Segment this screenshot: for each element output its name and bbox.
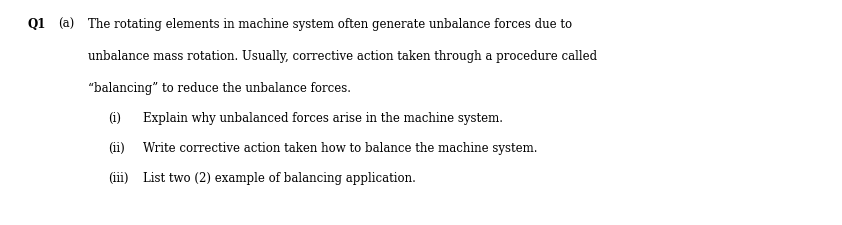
Text: (ii): (ii) [108,141,125,154]
Text: The rotating elements in machine system often generate unbalance forces due to: The rotating elements in machine system … [88,18,572,31]
Text: Q1: Q1 [28,18,46,31]
Text: (i): (i) [108,112,121,124]
Text: List two (2) example of balancing application.: List two (2) example of balancing applic… [143,171,416,184]
Text: Explain why unbalanced forces arise in the machine system.: Explain why unbalanced forces arise in t… [143,112,503,124]
Text: “balancing” to reduce the unbalance forces.: “balancing” to reduce the unbalance forc… [88,82,351,94]
Text: (a): (a) [58,18,74,31]
Text: Write corrective action taken how to balance the machine system.: Write corrective action taken how to bal… [143,141,537,154]
Text: (iii): (iii) [108,171,129,184]
Text: unbalance mass rotation. Usually, corrective action taken through a procedure ca: unbalance mass rotation. Usually, correc… [88,50,597,63]
